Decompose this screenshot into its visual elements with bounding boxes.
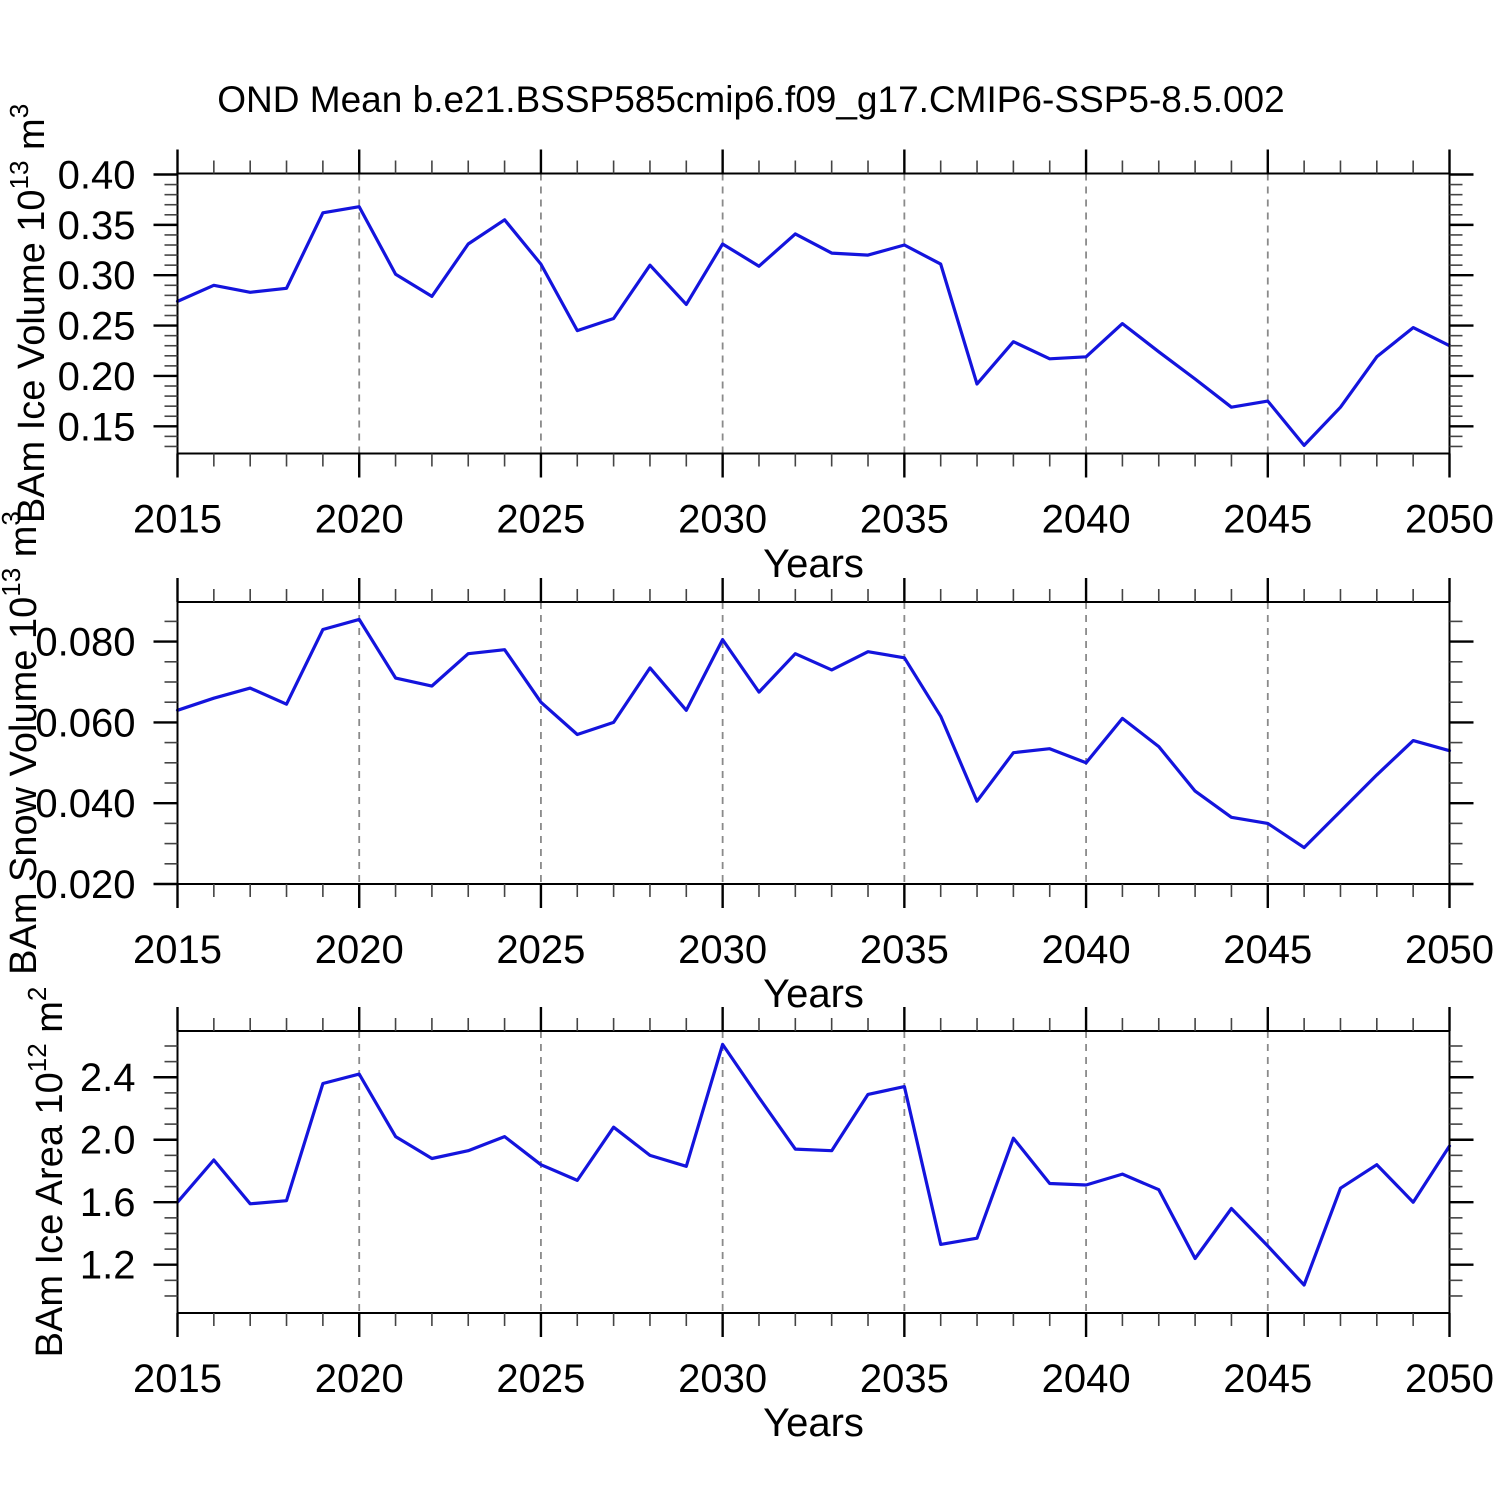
x-tick-label: 2045 — [1223, 928, 1312, 972]
x-tick-label: 2045 — [1223, 1357, 1312, 1401]
x-tick-labels: 2015 2020 2025 2030 2035 2040 2045 2050 — [133, 498, 1494, 542]
y-tick-labels: 1.2 1.6 2.0 2.4 — [80, 1056, 136, 1287]
x-tick-label: 2035 — [860, 928, 949, 972]
x-tick-label: 2035 — [860, 498, 949, 542]
x-ticks — [176, 578, 1451, 908]
plot-frame — [176, 172, 1451, 455]
y-tick-label: 0.20 — [58, 355, 136, 399]
ice-area-panel: 1.2 1.6 2.0 2.4 2015 2020 2025 2030 2035 2040 2045… — [22, 987, 1494, 1401]
x-ticks — [176, 149, 1451, 478]
x-axis-title: Years — [763, 1401, 864, 1445]
y-tick-label: 0.30 — [58, 254, 136, 298]
x-tick-label: 2050 — [1405, 498, 1494, 542]
y-tick-labels: 0.15 0.20 0.25 0.30 0.35 0.40 — [58, 154, 136, 450]
x-tick-label: 2050 — [1405, 928, 1494, 972]
y-axis-title: BAm Snow Volume 1013 m3 — [0, 511, 45, 975]
x-tick-label: 2040 — [1042, 1357, 1131, 1401]
x-tick-labels: 2015 2020 2025 2030 2035 2040 2045 2050 — [133, 1357, 1494, 1401]
x-tick-label: 2025 — [496, 498, 585, 542]
y-tick-label: 1.2 — [80, 1244, 136, 1288]
plot-frame — [176, 1030, 1451, 1314]
x-tick-label: 2030 — [678, 498, 767, 542]
x-tick-label: 2025 — [496, 1357, 585, 1401]
ice-area-line — [175, 1042, 1452, 1287]
y-axis-title: BAm Ice Area 1012 m2 — [22, 987, 71, 1358]
y-tick-label: 0.040 — [35, 782, 135, 826]
ice-volume-line — [175, 205, 1452, 447]
y-tick-label: 2.0 — [80, 1119, 136, 1163]
y-tick-label: 2.4 — [80, 1056, 136, 1100]
y-tick-label: 1.6 — [80, 1181, 136, 1225]
y-ticks — [153, 173, 1474, 448]
y-tick-label: 0.060 — [35, 701, 135, 745]
y-axis-title: BAm Ice Volume 1013 m3 — [4, 104, 53, 523]
x-tick-label: 2030 — [678, 1357, 767, 1401]
gridlines — [358, 602, 1269, 884]
ice-volume-panel: 0.15 0.20 0.25 0.30 0.35 0.40 2015 2020 2025 2030… — [4, 104, 1494, 542]
y-tick-label: 0.020 — [35, 863, 135, 907]
x-tick-label: 2015 — [133, 928, 222, 972]
x-tick-label: 2045 — [1223, 498, 1312, 542]
y-tick-label: 0.25 — [58, 305, 136, 349]
snow-volume-line — [175, 617, 1452, 850]
x-axis-title: Years — [763, 542, 864, 586]
y-tick-label: 0.080 — [35, 621, 135, 665]
x-tick-label: 2020 — [315, 498, 404, 542]
x-tick-label: 2050 — [1405, 1357, 1494, 1401]
x-tick-label: 2025 — [496, 928, 585, 972]
y-tick-label: 0.40 — [58, 154, 136, 198]
x-ticks — [176, 1007, 1451, 1337]
y-tick-labels: 0.020 0.040 0.060 0.080 — [35, 621, 135, 907]
x-tick-label: 2040 — [1042, 928, 1131, 972]
x-axis-title: Years — [763, 972, 864, 1016]
figure-title: OND Mean b.e21.BSSP585cmip6.f09_g17.CMIP… — [217, 79, 1284, 120]
y-tick-label: 0.15 — [58, 405, 136, 449]
x-tick-label: 2020 — [315, 928, 404, 972]
x-tick-label: 2030 — [678, 928, 767, 972]
x-tick-labels: 2015 2020 2025 2030 2035 2040 2045 2050 — [133, 928, 1494, 972]
gridlines — [358, 1031, 1269, 1313]
x-tick-label: 2020 — [315, 1357, 404, 1401]
x-tick-label: 2035 — [860, 1357, 949, 1401]
x-tick-label: 2015 — [133, 1357, 222, 1401]
y-ticks — [153, 1045, 1474, 1297]
x-tick-label: 2040 — [1042, 498, 1131, 542]
y-tick-label: 0.35 — [58, 204, 136, 248]
y-ticks — [153, 620, 1474, 886]
x-tick-label: 2015 — [133, 498, 222, 542]
snow-volume-panel: 0.020 0.040 0.060 0.080 2015 2020 2025 2030 2035… — [0, 511, 1494, 975]
